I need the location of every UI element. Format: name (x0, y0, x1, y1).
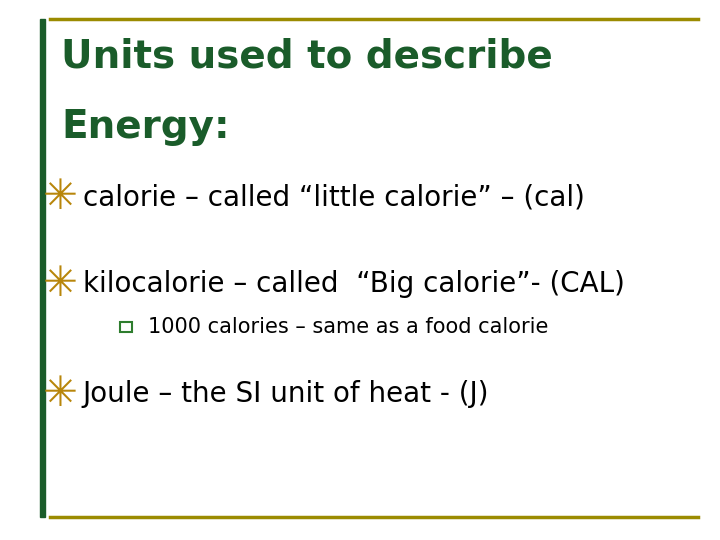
Text: ✳: ✳ (43, 176, 78, 218)
Text: Joule – the SI unit of heat - (J): Joule – the SI unit of heat - (J) (83, 380, 490, 408)
Bar (40, 19, 45, 517)
Text: 1000 calories – same as a food calorie: 1000 calories – same as a food calorie (148, 316, 548, 337)
Text: Units used to describe: Units used to describe (61, 38, 553, 76)
Text: Energy:: Energy: (61, 108, 230, 146)
Text: calorie – called “little calorie” – (cal): calorie – called “little calorie” – (cal… (83, 183, 585, 211)
Text: ✳: ✳ (43, 373, 78, 415)
Text: kilocalorie – called  “Big calorie”- (CAL): kilocalorie – called “Big calorie”- (CAL… (83, 269, 625, 298)
Text: ✳: ✳ (43, 262, 78, 305)
